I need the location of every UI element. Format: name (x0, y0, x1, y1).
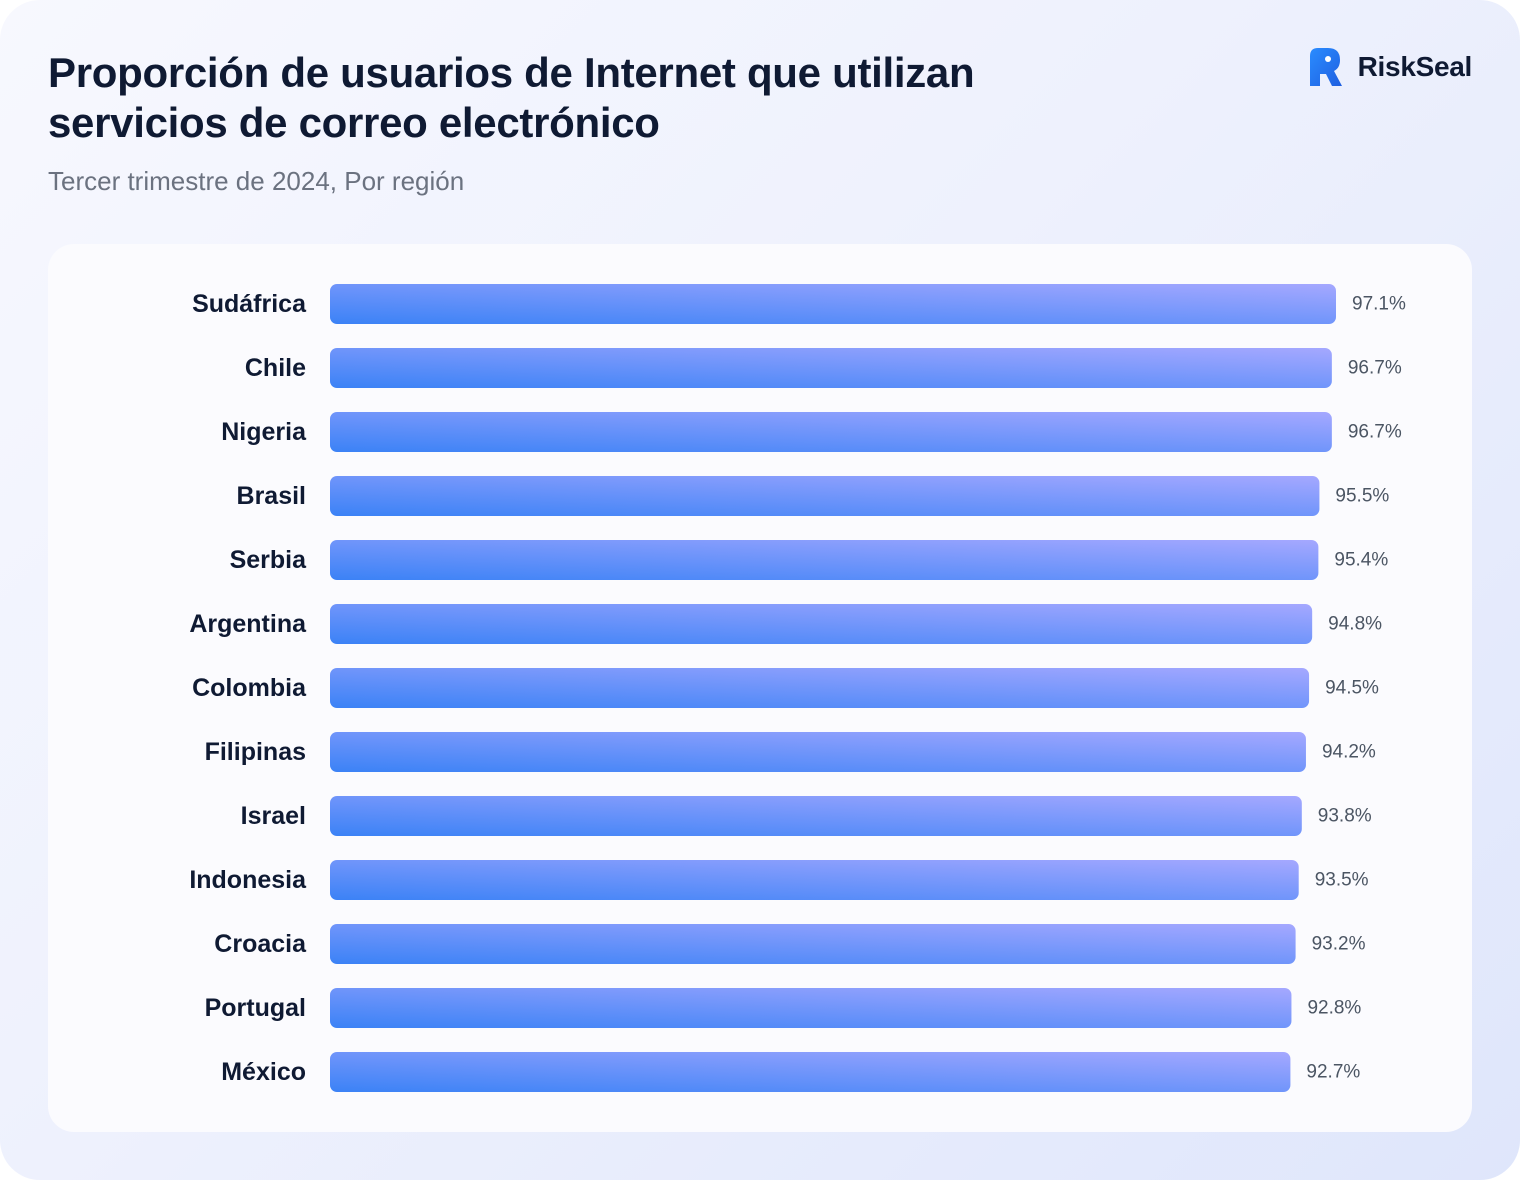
brand-logo: RiskSeal (1306, 46, 1472, 88)
value-label: 96.7% (1348, 358, 1402, 379)
bar (330, 668, 1310, 708)
bar (330, 924, 1296, 964)
category-label: Sudáfrica (192, 290, 307, 318)
value-label: 95.5% (1335, 486, 1389, 507)
category-label: México (221, 1058, 306, 1086)
brand-name: RiskSeal (1357, 51, 1473, 82)
value-label: 93.5% (1315, 870, 1369, 891)
bar (330, 988, 1292, 1028)
value-label: 96.7% (1348, 422, 1402, 443)
value-label: 97.1% (1352, 294, 1406, 315)
value-label: 94.5% (1325, 678, 1379, 699)
bar (330, 284, 1336, 324)
bar (330, 1052, 1291, 1092)
value-label: 93.8% (1318, 806, 1372, 827)
bar (330, 732, 1306, 772)
category-label: Serbia (230, 546, 308, 574)
bar (330, 796, 1302, 836)
value-label: 93.2% (1312, 934, 1366, 955)
category-label: Portugal (205, 994, 306, 1022)
bar (330, 540, 1319, 580)
category-label: Israel (241, 802, 306, 830)
bar (330, 412, 1332, 452)
category-label: Chile (245, 354, 306, 382)
value-label: 92.8% (1307, 998, 1361, 1019)
category-label: Filipinas (205, 738, 306, 766)
page-subtitle: Tercer trimestre de 2024, Por región (48, 166, 465, 196)
bar (330, 476, 1320, 516)
riskseal-logo-icon (1309, 48, 1342, 86)
category-label: Croacia (214, 930, 307, 958)
bar (330, 604, 1313, 644)
category-label: Nigeria (221, 418, 307, 446)
bar-chart: Sudáfrica 97.1% Chile 96.7% Nigeria 96.7% Bras… (189, 284, 1406, 1092)
category-label: Indonesia (189, 866, 307, 894)
bar (330, 348, 1332, 388)
value-label: 95.4% (1334, 550, 1388, 571)
category-label: Brasil (237, 482, 306, 510)
page-title: Proporción de usuarios de Internet que u… (48, 49, 975, 146)
value-label: 94.2% (1322, 742, 1376, 763)
bar (330, 860, 1299, 900)
value-label: 92.7% (1306, 1062, 1360, 1083)
chart-card: Sudáfrica 97.1% Chile 96.7% Nigeria 96.7% Bras… (48, 244, 1472, 1132)
value-label: 94.8% (1328, 614, 1382, 635)
category-label: Argentina (189, 610, 307, 638)
category-label: Colombia (192, 674, 307, 702)
